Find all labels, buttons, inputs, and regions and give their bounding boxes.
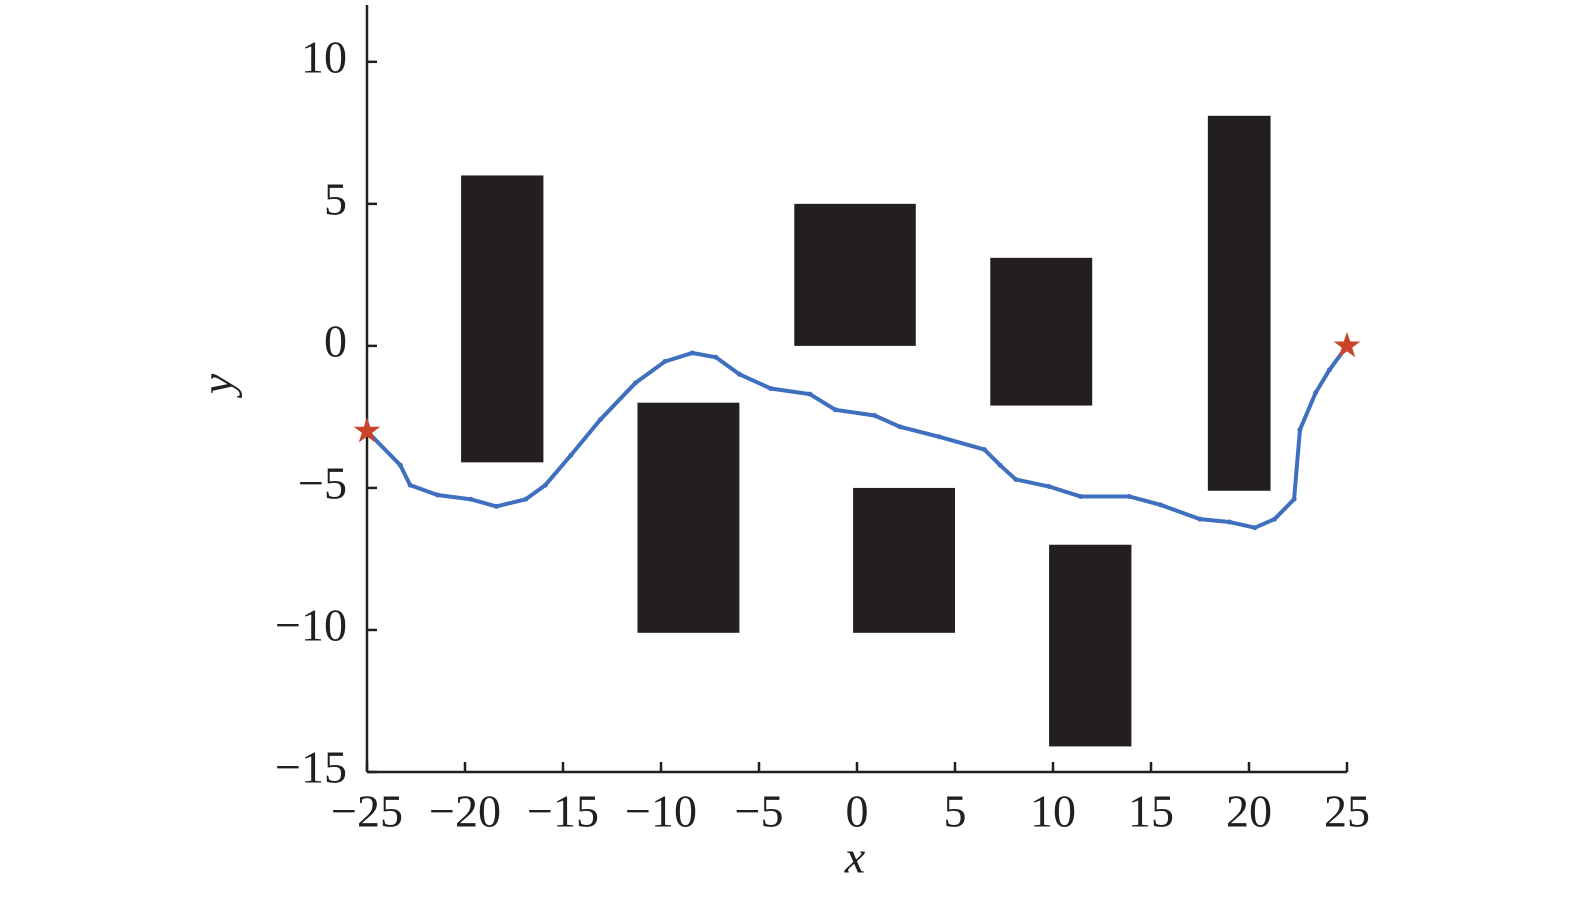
trajectory-point xyxy=(1252,525,1258,531)
trajectory-point xyxy=(493,503,499,509)
trajectory-point xyxy=(1126,493,1132,499)
obstacle xyxy=(1049,544,1132,747)
trajectory-point xyxy=(597,417,603,423)
trajectory-point xyxy=(542,482,548,488)
x-tick-label: −10 xyxy=(625,786,697,837)
x-tick-label: 10 xyxy=(1030,786,1076,837)
y-tick-label: −15 xyxy=(275,742,347,793)
trajectory-point xyxy=(997,462,1003,468)
obstacle xyxy=(461,175,544,463)
x-tick-label: 0 xyxy=(846,786,869,837)
trajectory-point xyxy=(1013,476,1019,482)
trajectory-point xyxy=(435,492,441,498)
trajectory-point xyxy=(936,434,942,440)
x-tick-label: 5 xyxy=(944,786,967,837)
trajectory-point xyxy=(397,462,403,468)
x-tick-label: −5 xyxy=(735,786,784,837)
trajectory-point xyxy=(713,354,719,360)
trajectory-point xyxy=(872,412,878,418)
obstacle xyxy=(794,203,916,346)
trajectory-point xyxy=(468,496,474,502)
trajectory-point xyxy=(1077,493,1083,499)
trajectory-point xyxy=(832,407,838,413)
x-tick-label: −25 xyxy=(331,786,403,837)
trajectory-point xyxy=(981,447,987,453)
y-tick-label: 5 xyxy=(324,173,347,224)
trajectory-point xyxy=(1313,390,1319,396)
trajectory-point xyxy=(1291,496,1297,502)
trajectory-point xyxy=(1326,367,1332,373)
y-tick-label: 10 xyxy=(301,31,347,82)
x-tick-label: 20 xyxy=(1226,786,1272,837)
obstacle xyxy=(990,257,1093,406)
trajectory-point xyxy=(633,380,639,386)
y-tick-label: 0 xyxy=(324,315,347,366)
trajectory-point xyxy=(807,391,813,397)
endpoint-star xyxy=(1333,331,1361,358)
y-axis-label: y xyxy=(192,373,243,398)
trajectory-point xyxy=(407,482,413,488)
trajectory-point xyxy=(897,424,903,430)
obstacle xyxy=(853,487,955,633)
x-tick-label: −20 xyxy=(429,786,501,837)
trajectory-point xyxy=(568,452,574,458)
x-tick-label: −15 xyxy=(527,786,599,837)
trajectory-point xyxy=(1226,519,1232,525)
obstacle xyxy=(637,402,740,633)
trajectory-point xyxy=(689,350,695,356)
trajectory-point xyxy=(1046,484,1052,490)
endpoint-star xyxy=(353,417,381,443)
trajectory-point xyxy=(523,496,529,502)
x-tick-label: 15 xyxy=(1128,786,1174,837)
trajectory-point xyxy=(1197,516,1203,522)
trajectory-point xyxy=(736,371,742,377)
y-tick-label: −10 xyxy=(275,600,347,651)
trajectory-point xyxy=(1271,516,1277,522)
x-tick-label: 25 xyxy=(1324,786,1370,837)
trajectory-point xyxy=(1158,502,1164,508)
trajectory-point xyxy=(1297,427,1303,433)
trajectory-point xyxy=(768,386,774,391)
x-axis-label: x xyxy=(844,832,866,883)
y-tick-label: −5 xyxy=(298,457,347,508)
obstacle xyxy=(1207,115,1271,491)
trajectory-point xyxy=(662,359,668,365)
